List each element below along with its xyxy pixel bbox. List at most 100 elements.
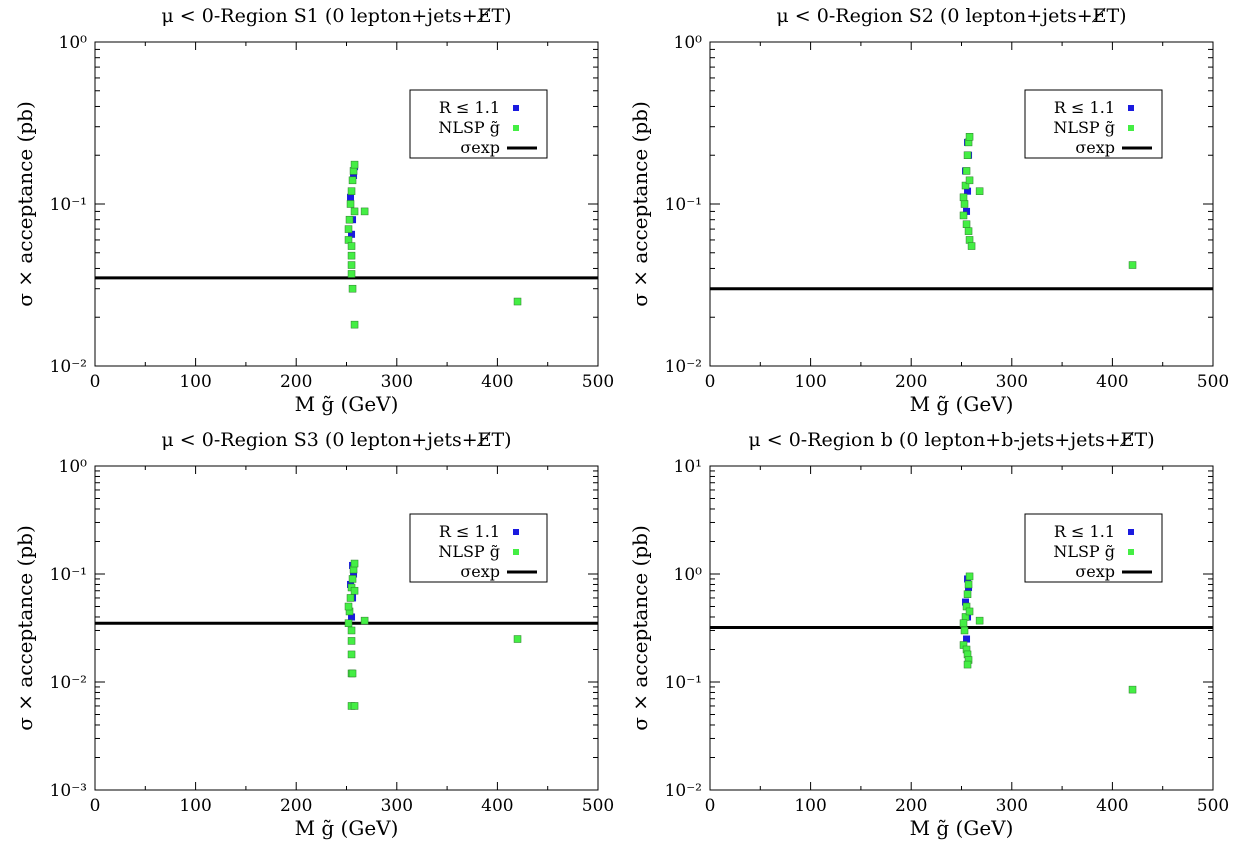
nlsp-series-point xyxy=(350,320,359,329)
x-tick-label: 0 xyxy=(90,372,101,392)
x-tick-label: 300 xyxy=(381,372,413,392)
nlsp-series-point xyxy=(513,297,522,306)
r-series-point xyxy=(348,230,356,238)
nlsp-series-point xyxy=(963,590,972,598)
nlsp-series-point xyxy=(962,167,971,175)
nlsp-series-point xyxy=(975,187,984,195)
nlsp-series-point xyxy=(350,207,359,216)
y-tick-label: 10⁰ xyxy=(674,33,703,53)
nlsp-series-point xyxy=(965,133,974,141)
nlsp-series-point xyxy=(346,200,355,208)
chart-title: μ < 0-Region b (0 lepton+b-jets+jets+E̸T… xyxy=(748,429,1154,451)
nlsp-series-point xyxy=(347,261,356,269)
nlsp-series-point xyxy=(960,626,969,635)
r-series-point xyxy=(963,635,971,643)
r-series-point xyxy=(347,193,355,201)
y-tick-label: 10⁻² xyxy=(50,357,87,377)
chart-svg: μ < 0-Region S3 (0 lepton+jets+E̸T) 0 100 2… xyxy=(13,429,614,840)
x-tick-label: 500 xyxy=(1197,796,1229,816)
legend-label: R ≤ 1.1 xyxy=(1054,522,1115,541)
chart-panel-s1: μ < 0-Region S1 (0 lepton+jets+E̸T) 0 100 2… xyxy=(0,0,615,424)
y-tick-label: 10⁻³ xyxy=(50,781,87,801)
x-tick-label: 100 xyxy=(179,372,211,392)
x-tick-label: 200 xyxy=(895,796,927,816)
nlsp-series-point xyxy=(959,193,968,202)
y-axis-label: σ × acceptance (pb) xyxy=(13,101,37,307)
legend-marker xyxy=(513,529,519,535)
y-axis-label: σ × acceptance (pb) xyxy=(13,525,37,731)
nlsp-series-point xyxy=(360,207,369,216)
r-series-point xyxy=(350,171,358,179)
x-tick-label: 100 xyxy=(179,796,211,816)
nlsp-series-point xyxy=(965,572,974,581)
nlsp-series-point xyxy=(1128,261,1137,269)
nlsp-series-point xyxy=(961,181,970,190)
legend-label: σexp xyxy=(1075,562,1115,581)
chart-title: μ < 0-Region S1 (0 lepton+jets+E̸T) xyxy=(161,5,511,27)
y-tick-label: 10⁻² xyxy=(50,673,87,693)
x-axis-label: M g̃ (GeV) xyxy=(910,392,1014,416)
y-tick-label: 10¹ xyxy=(674,457,702,477)
nlsp-series-point xyxy=(350,160,359,169)
y-tick-label: 10⁻¹ xyxy=(50,565,87,585)
nlsp-series-point xyxy=(347,270,356,278)
legend-marker xyxy=(1128,125,1134,131)
nlsp-series-point xyxy=(344,619,353,627)
nlsp-series-point xyxy=(345,215,354,224)
y-tick-label: 10⁻² xyxy=(665,781,702,801)
r-series-point xyxy=(962,598,970,606)
nlsp-series-point xyxy=(348,669,357,678)
x-tick-label: 200 xyxy=(280,372,312,392)
y-tick-label: 10⁰ xyxy=(674,565,703,585)
chart-svg: μ < 0-Region b (0 lepton+b-jets+jets+E̸T… xyxy=(628,429,1229,840)
r-series-point xyxy=(348,613,356,621)
x-tick-label: 400 xyxy=(1096,796,1128,816)
nlsp-series-point xyxy=(347,242,356,250)
y-tick-label: 10⁰ xyxy=(59,33,88,53)
legend-label: NLSP g̃ xyxy=(438,542,500,561)
legend-box xyxy=(1024,89,1163,159)
nlsp-series-point xyxy=(350,559,359,568)
y-tick-label: 10⁻² xyxy=(665,357,702,377)
nlsp-series-point xyxy=(959,211,968,220)
nlsp-series-point xyxy=(964,580,973,589)
x-tick-label: 0 xyxy=(90,796,101,816)
nlsp-series-point xyxy=(344,225,353,233)
nlsp-series-point xyxy=(965,176,974,185)
nlsp-series-point xyxy=(347,251,356,260)
nlsp-series-point xyxy=(344,602,353,611)
y-tick-label: 10⁻¹ xyxy=(665,195,702,215)
r-series-point xyxy=(963,207,971,215)
x-axis-label: M g̃ (GeV) xyxy=(910,816,1014,840)
legend-label: R ≤ 1.1 xyxy=(1054,98,1115,117)
x-tick-label: 0 xyxy=(705,796,716,816)
x-tick-label: 500 xyxy=(582,796,614,816)
legend-label: σexp xyxy=(1075,138,1115,157)
x-tick-label: 100 xyxy=(794,372,826,392)
nlsp-series-point xyxy=(348,284,357,293)
legend-label: NLSP g̃ xyxy=(438,118,500,137)
x-tick-label: 400 xyxy=(481,372,513,392)
legend-label: R ≤ 1.1 xyxy=(439,98,500,117)
nlsp-series-point xyxy=(347,637,356,645)
r-series-point xyxy=(964,187,972,195)
legend-label: σexp xyxy=(460,562,500,581)
nlsp-series-point xyxy=(964,227,973,235)
x-tick-label: 500 xyxy=(1197,372,1229,392)
chart-title: μ < 0-Region S3 (0 lepton+jets+E̸T) xyxy=(161,429,511,451)
x-tick-label: 100 xyxy=(794,796,826,816)
x-tick-label: 400 xyxy=(1096,372,1128,392)
nlsp-series-point xyxy=(347,650,356,659)
r-series-point xyxy=(350,570,358,578)
x-tick-label: 500 xyxy=(582,372,614,392)
nlsp-series-point xyxy=(348,575,357,583)
chart-title: μ < 0-Region S2 (0 lepton+jets+E̸T) xyxy=(776,5,1126,27)
nlsp-series-point xyxy=(347,626,356,635)
y-tick-label: 10⁻¹ xyxy=(50,195,87,215)
nlsp-series-point xyxy=(346,594,355,602)
nlsp-series-point xyxy=(360,616,369,625)
legend-marker xyxy=(513,125,519,131)
y-axis-label: σ × acceptance (pb) xyxy=(628,101,652,307)
x-axis-label: M g̃ (GeV) xyxy=(295,392,399,416)
legend-label: NLSP g̃ xyxy=(1053,118,1115,137)
